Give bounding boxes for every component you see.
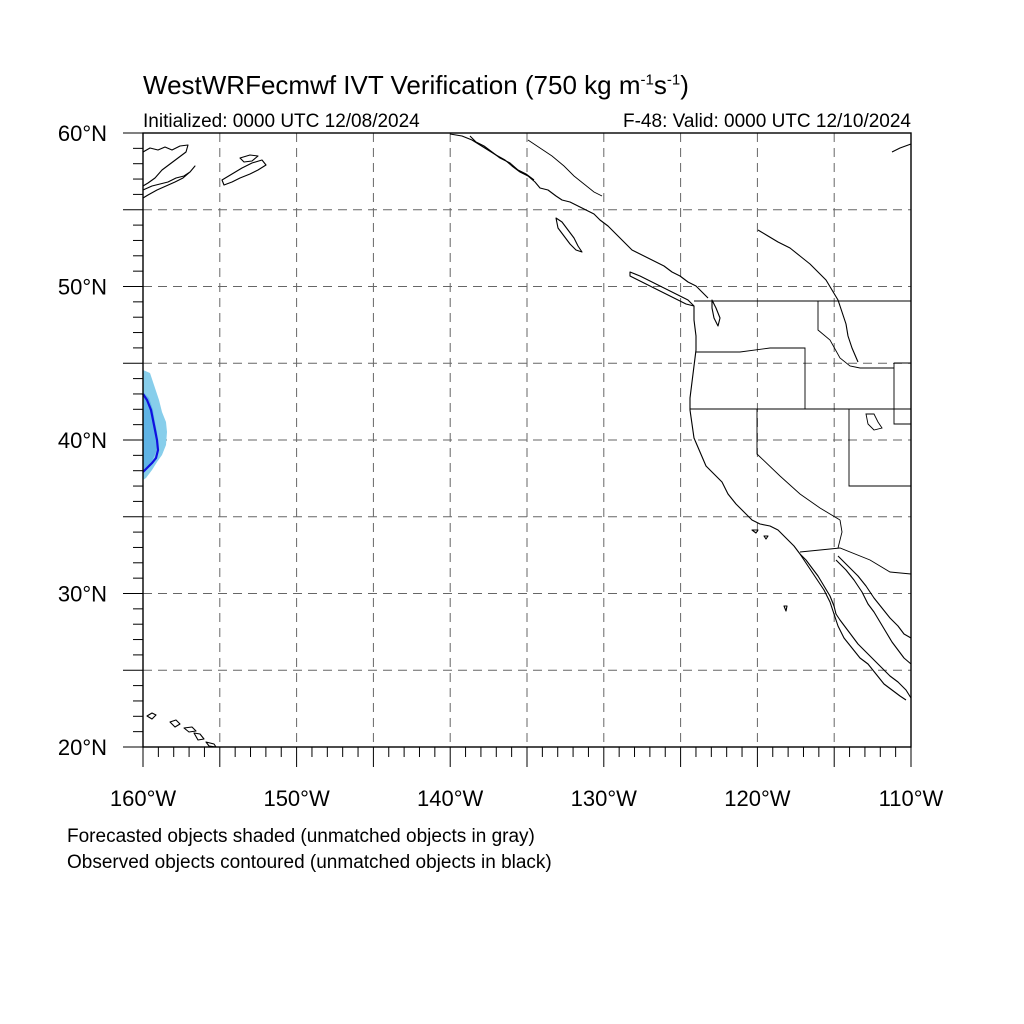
coastline-alaska-south bbox=[142, 165, 196, 199]
lon-label: 150°W bbox=[263, 786, 330, 811]
coastline-se-alaska bbox=[449, 133, 709, 299]
figure-title: WestWRFecmwf IVT Verification (750 kg m-… bbox=[143, 70, 689, 101]
axis-labels: 160°W 150°W 140°W 130°W 120°W 110°W 20°N 30°N 40… bbox=[58, 121, 944, 811]
map-frame bbox=[142, 132, 912, 748]
island-hawaii-5 bbox=[205, 741, 217, 748]
lon-label: 120°W bbox=[724, 786, 791, 811]
coastline-baja bbox=[799, 553, 907, 701]
forecast-object-core bbox=[143, 392, 158, 472]
lat-label: 20°N bbox=[58, 735, 107, 760]
coastline-mainland-mexico bbox=[837, 555, 912, 639]
lat-label: 60°N bbox=[58, 121, 107, 146]
lon-label: 110°W bbox=[879, 786, 944, 811]
border-id-mt bbox=[817, 301, 894, 369]
title-mid: s bbox=[653, 70, 667, 100]
ivt-objects bbox=[142, 370, 167, 480]
political-borders bbox=[527, 139, 912, 575]
island-hawaii-2 bbox=[169, 719, 181, 728]
island-hawaii-4 bbox=[193, 732, 205, 741]
inland-water-canada bbox=[757, 229, 859, 363]
lat-label: 40°N bbox=[58, 428, 107, 453]
observed-legend-note: Observed objects contoured (unmatched ob… bbox=[67, 852, 552, 873]
observed-object-contour bbox=[142, 393, 160, 473]
puget-sound bbox=[711, 299, 721, 327]
lon-label: 160°W bbox=[110, 786, 177, 811]
island-guadalupe bbox=[783, 605, 788, 612]
valid-time-label: F-48: Valid: 0000 UTC 12/10/2024 bbox=[623, 111, 911, 132]
title-suffix: ) bbox=[680, 70, 689, 100]
lon-label: 140°W bbox=[417, 786, 484, 811]
tick-marks bbox=[123, 132, 912, 767]
border-us-mexico bbox=[799, 547, 912, 575]
border-wa-or bbox=[696, 347, 806, 409]
lat-label: 30°N bbox=[58, 582, 107, 607]
lat-label: 50°N bbox=[58, 275, 107, 300]
border-nv-az bbox=[848, 409, 911, 487]
grid-layer bbox=[143, 133, 911, 747]
forecast-legend-note: Forecasted objects shaded (unmatched obj… bbox=[67, 826, 535, 847]
title-superscript-2: -1 bbox=[666, 71, 681, 89]
island-kodiak-2 bbox=[239, 154, 259, 163]
coastline-us-west bbox=[689, 306, 912, 699]
init-time-label: Initialized: 0000 UTC 12/08/2024 bbox=[143, 111, 420, 132]
island-haida-gwaii bbox=[555, 217, 583, 253]
lon-label: 130°W bbox=[571, 786, 638, 811]
island-vancouver bbox=[629, 271, 695, 307]
island-hawaii-3 bbox=[183, 726, 197, 733]
coastlines bbox=[142, 132, 912, 748]
border-az-ca bbox=[837, 519, 843, 549]
island-channel-2 bbox=[763, 535, 769, 540]
border-wy bbox=[893, 362, 911, 425]
coastline-hudson-edge bbox=[891, 143, 912, 153]
great-salt-lake bbox=[865, 413, 883, 431]
coastline-gulf-california bbox=[835, 559, 912, 665]
island-channel-1 bbox=[751, 529, 759, 534]
border-ca-nv bbox=[756, 409, 841, 521]
title-superscript-1: -1 bbox=[640, 71, 654, 89]
title-prefix: WestWRFecmwf IVT Verification (750 kg m bbox=[143, 70, 641, 100]
coastline-inland-passage bbox=[469, 135, 535, 181]
island-kodiak bbox=[221, 159, 267, 186]
border-alaska-bc bbox=[527, 139, 603, 197]
island-hawaii-1 bbox=[146, 712, 157, 720]
coastline-alaska-peninsula bbox=[142, 144, 189, 187]
